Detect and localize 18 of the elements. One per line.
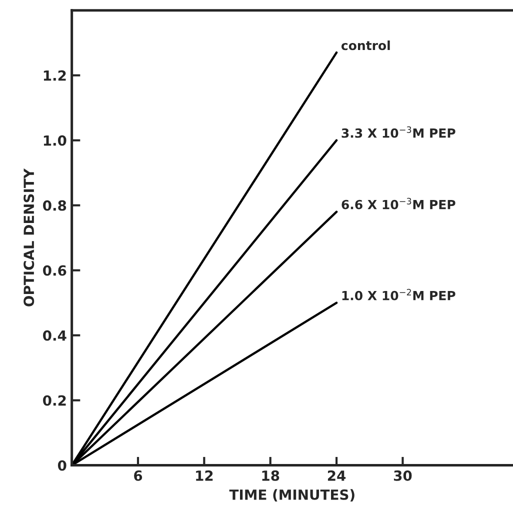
- y-axis-title: OPTICAL DENSITY: [24, 168, 34, 306]
- y-tick-label: 1.2: [44, 70, 66, 81]
- series-label: control: [341, 40, 390, 50]
- y-tick-label: 0.4: [43, 330, 66, 341]
- y-tick-label: 0.2: [43, 395, 66, 406]
- x-tick-label: 18: [262, 470, 280, 481]
- x-tick-label: 12: [196, 470, 213, 481]
- x-tick-label: 6: [134, 470, 142, 481]
- y-tick-label: 0: [58, 460, 66, 471]
- y-tick-label: 0.6: [43, 265, 66, 276]
- y-tick-label: 0.8: [43, 200, 66, 211]
- x-tick-label: 30: [394, 470, 412, 481]
- series-label: 3.3 X 10$^{−3}$M PEP: [342, 126, 456, 138]
- series-label: 1.0 X 10$^{−2}$M PEP: [342, 288, 456, 300]
- x-tick-label: 24: [328, 470, 346, 481]
- series-label: 6.6 X 10$^{−3}$M PEP: [342, 198, 456, 210]
- x-axis-title: TIME (MINUTES): [229, 489, 354, 502]
- y-tick-label: 1.0: [44, 135, 66, 146]
